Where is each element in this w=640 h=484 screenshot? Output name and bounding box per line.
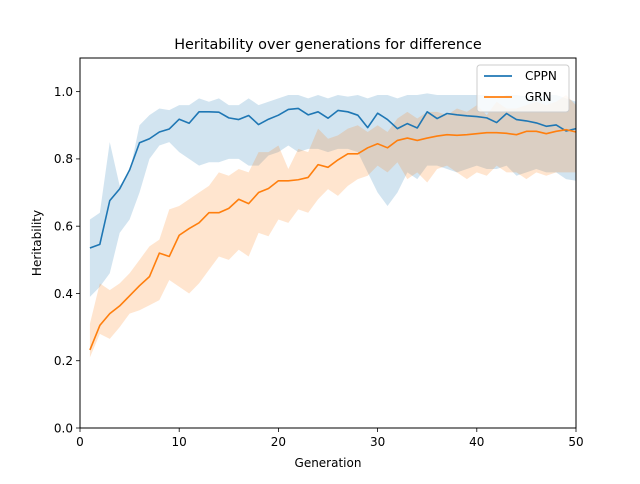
- grn-band: [89, 95, 577, 358]
- x-tick-label: 20: [271, 435, 286, 449]
- y-axis-ticks: 0.0 0.2 0.4 0.6 0.8 1.0: [54, 85, 80, 435]
- y-axis-label: Heritability: [30, 210, 44, 276]
- series-lines: [89, 107, 577, 351]
- y-tick-label: 1.0: [54, 85, 73, 99]
- x-tick-label: 30: [370, 435, 385, 449]
- x-axis-ticks: 0 10 20 30 40 50: [76, 428, 584, 449]
- confidence-bands: [89, 93, 577, 358]
- legend: CPPN GRN: [476, 64, 570, 113]
- x-tick-label: 0: [76, 435, 84, 449]
- y-tick-label: 0.6: [54, 219, 73, 233]
- y-tick-label: 0.2: [54, 354, 73, 368]
- x-tick-label: 10: [172, 435, 187, 449]
- y-tick-label: 0.8: [54, 152, 73, 166]
- y-tick-label: 0.4: [54, 287, 73, 301]
- legend-label-cppn: CPPN: [525, 69, 557, 83]
- y-tick-label: 0.0: [54, 421, 73, 435]
- x-tick-label: 40: [469, 435, 484, 449]
- legend-label-grn: GRN: [525, 90, 552, 104]
- plot-frame: [79, 57, 577, 429]
- x-tick-label: 50: [568, 435, 583, 449]
- chart-title: Heritability over generations for differ…: [174, 37, 482, 53]
- cppn-line: [89, 107, 577, 249]
- grn-line: [89, 128, 577, 351]
- cppn-band: [89, 93, 577, 297]
- x-axis-label: Generation: [295, 456, 362, 470]
